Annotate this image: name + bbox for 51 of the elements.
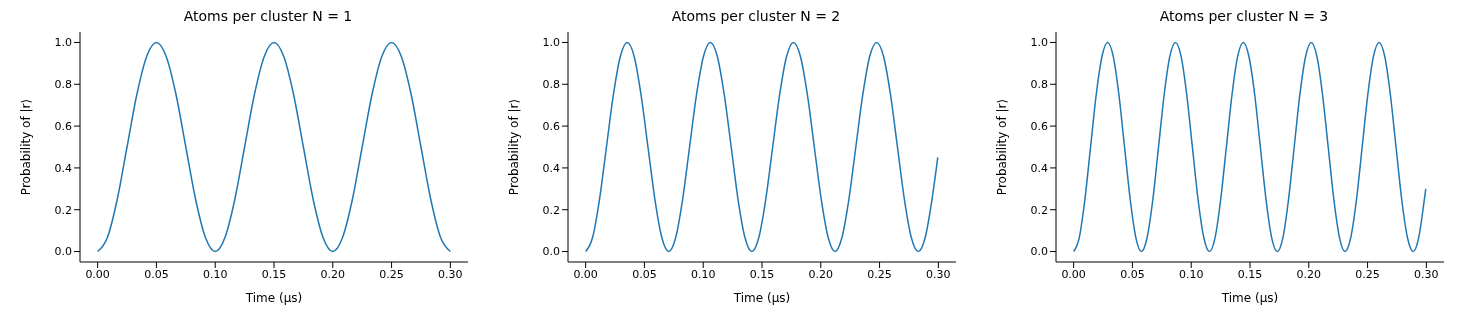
x-tick-label: 0.00 xyxy=(1061,267,1086,281)
y-tick-label: 0.6 xyxy=(542,120,560,133)
y-tick-label: 0.8 xyxy=(1030,78,1048,92)
x-axis-title: Time (μs) xyxy=(1220,291,1279,305)
x-tick-label: 0.25 xyxy=(379,267,404,281)
y-axis-title: Probability of |r⟩ xyxy=(19,98,34,196)
x-axis-title: Time (μs) xyxy=(244,291,303,305)
y-tick-label: 0.4 xyxy=(542,161,560,175)
chart-title: Atoms per cluster N = 1 xyxy=(182,8,354,26)
x-tick-label: 0.05 xyxy=(1120,267,1145,281)
x-tick-label: 0.10 xyxy=(690,267,716,281)
y-tick-label: 0.2 xyxy=(54,203,72,217)
y-tick-label: 1.0 xyxy=(542,36,560,50)
x-tick-label: 0.10 xyxy=(1178,267,1204,281)
x-tick-label: 0.10 xyxy=(202,267,228,281)
x-tick-label: 0.15 xyxy=(1237,267,1263,281)
y-tick-label: 0.8 xyxy=(542,78,560,92)
y-tick-label: 0.2 xyxy=(542,203,560,217)
y-tick-label: 0.4 xyxy=(1030,161,1048,175)
x-tick-label: 0.00 xyxy=(85,267,110,281)
chart-title: Atoms per cluster N = 2 xyxy=(670,8,842,26)
line-series xyxy=(1072,41,1427,253)
y-tick-label: 1.0 xyxy=(54,36,72,50)
x-tick-label: 0.15 xyxy=(749,267,775,281)
y-tick-label: 0.6 xyxy=(1030,120,1048,133)
y-tick-label: 1.0 xyxy=(1030,36,1048,50)
line-series xyxy=(96,41,452,253)
y-tick-label: 0.0 xyxy=(1030,245,1048,259)
y-tick-label: 0.4 xyxy=(54,161,72,175)
x-tick-label: 0.05 xyxy=(144,267,169,281)
x-tick-label: 0.15 xyxy=(261,267,287,281)
x-tick-label: 0.30 xyxy=(1414,267,1439,281)
x-tick-label: 0.20 xyxy=(808,267,834,281)
x-tick-label: 0.20 xyxy=(1296,267,1322,281)
y-tick-label: 0.2 xyxy=(1030,203,1048,217)
chart-title: Atoms per cluster N = 3 xyxy=(1158,8,1330,26)
y-tick-label: 0.0 xyxy=(54,245,72,259)
line-series xyxy=(584,41,939,253)
x-axis-title: Time (μs) xyxy=(732,291,791,305)
y-axis-title: Probability of |r⟩ xyxy=(507,98,522,196)
x-tick-label: 0.05 xyxy=(632,267,657,281)
x-tick-label: 0.30 xyxy=(926,267,951,281)
y-tick-label: 0.8 xyxy=(54,78,72,92)
y-axis-title: Probability of |r⟩ xyxy=(995,98,1010,196)
y-tick-label: 0.6 xyxy=(54,120,72,133)
y-tick-label: 0.0 xyxy=(542,245,560,259)
x-tick-label: 0.30 xyxy=(438,267,463,281)
x-tick-label: 0.25 xyxy=(867,267,892,281)
x-tick-label: 0.00 xyxy=(573,267,598,281)
x-tick-label: 0.25 xyxy=(1355,267,1380,281)
x-tick-label: 0.20 xyxy=(320,267,346,281)
